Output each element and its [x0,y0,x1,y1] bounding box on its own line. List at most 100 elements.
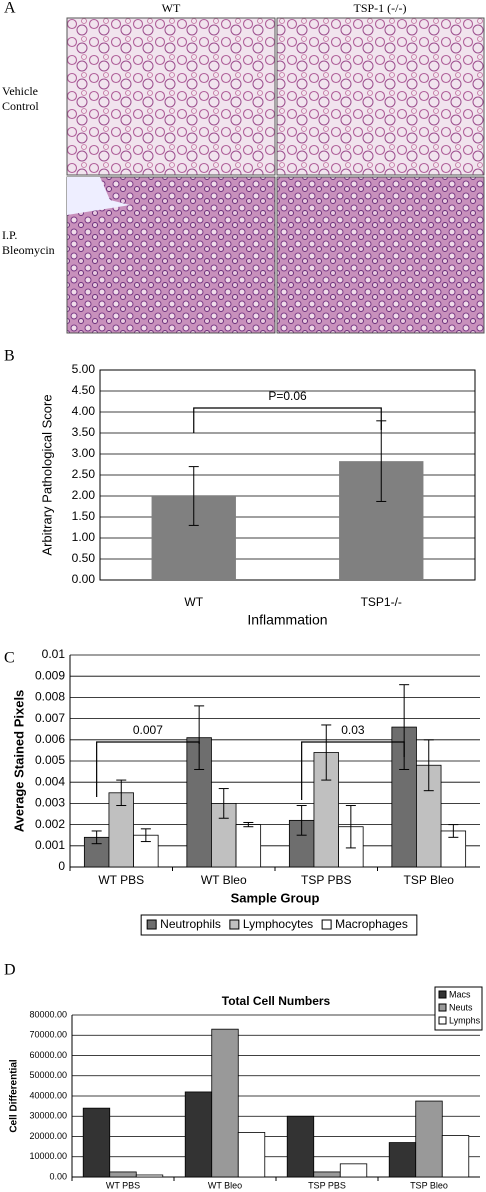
y-axis-label: Cell Differential [9,1059,20,1133]
x-axis-label: Inflammation [247,612,327,628]
legend-swatch [146,919,157,930]
y-tick-label: 3.00 [72,446,96,460]
y-tick-label: 0.003 [35,796,65,810]
annotation: P=0.06 [268,389,307,403]
bar [184,1091,213,1178]
x-tick-label: WT [184,595,203,609]
y-tick-label: 20000.00 [29,1131,67,1141]
y-tick-label: 5.00 [72,362,96,376]
y-tick-label: 1.00 [72,530,96,544]
annotation: 0.007 [133,723,163,737]
legend-label: Macrophages [335,917,408,931]
y-axis-label: Arbitrary Pathological Score [39,394,54,555]
error-bar [194,705,205,770]
y-tick-label: 4.50 [72,383,96,397]
bar [388,1142,417,1178]
y-tick-label: 2.00 [72,488,96,502]
micrograph [66,17,276,176]
panel-label: D [4,962,16,979]
y-tick-label: 4.00 [72,404,96,418]
micrograph [276,176,485,334]
chart-title: Total Cell Numbers [222,994,331,1008]
y-tick-label: 0.00 [49,1171,67,1181]
error-bar [321,724,332,781]
y-tick-label: 0.00 [72,572,96,586]
error-bar [140,828,151,843]
bar [237,1132,266,1178]
y-tick-label: 40000.00 [29,1090,67,1100]
x-tick-label: TSP Bleo [410,1180,448,1190]
error-bar [91,830,102,845]
error-bar [423,739,434,792]
x-tick-label: TSP PBS [301,873,351,887]
y-tick-label: 1.50 [72,509,96,523]
error-bar [218,788,229,819]
bar [415,1100,443,1178]
x-tick-label: TSP PBS [308,1180,346,1190]
y-tick-label: 0.005 [35,753,65,767]
error-bar [345,805,356,849]
y-tick-label: 0.009 [35,668,65,682]
y-tick-label: 80000.00 [29,1009,67,1019]
bar [135,1174,164,1178]
y-tick-label: 10000.00 [29,1151,67,1161]
error-bar [243,821,254,828]
y-tick-label: 3.50 [72,425,96,439]
y-tick-label: 30000.00 [29,1111,67,1121]
micrograph [276,17,485,176]
significance-bracket [193,407,382,433]
significance-bracket [301,741,405,800]
y-tick-label: 2.50 [72,467,96,481]
micrograph-edge [67,177,130,215]
y-tick-label: 0.01 [42,647,66,661]
x-tick-label: WT PBS [98,873,144,887]
x-tick-label: WT Bleo [208,1180,242,1190]
x-tick-label: TSP Bleo [404,873,455,887]
row-label: Vehicle Control [2,84,41,113]
bar [109,1171,137,1178]
panel-label: B [4,348,15,365]
legend-swatch [438,1016,447,1025]
column-label: TSP-1 (-/-) [354,1,407,15]
panel-a: A WT TSP-1 (-/-) Vehicle Control I.P. Bl… [2,0,485,334]
bar [235,824,262,868]
significance-bracket [96,741,200,797]
bar [286,1115,315,1178]
y-tick-label: 0.008 [35,690,65,704]
panel-label: A [4,0,16,17]
column-label: WT [162,1,181,15]
legend-swatch [229,919,240,930]
error-bar [116,779,127,807]
bar [82,1107,111,1178]
x-tick-label: WT Bleo [201,873,247,887]
y-axis-label: Average Stained Pixels [11,690,26,833]
x-axis-label: Sample Group [231,890,320,905]
error-bar [448,824,459,838]
y-tick-label: 0.006 [35,732,65,746]
bar [211,1028,239,1178]
legend-box [140,914,418,936]
row-label: I.P. Bleomycin [2,228,55,257]
bar [313,1171,341,1178]
y-tick-label: 0.004 [35,774,65,788]
error-bar [188,466,199,526]
x-tick-label: WT PBS [106,1180,140,1190]
legend-label: Macs [449,989,471,999]
legend-label: Neuts [449,1002,473,1012]
error-bar [296,805,307,836]
legend-swatch [321,919,332,930]
y-tick-label: 0.002 [35,817,65,831]
panel-label: C [4,650,15,667]
y-tick-label: 0.50 [72,551,96,565]
y-tick-label: 60000.00 [29,1050,67,1060]
bar [441,1135,470,1178]
y-tick-label: 0.007 [35,711,65,725]
legend-swatch [438,1003,447,1012]
legend-label: Lymphs [449,1015,481,1025]
legend-label: Neutrophils [160,917,221,931]
x-tick-label: TSP1-/- [361,595,402,609]
y-tick-label: 0.001 [35,838,65,852]
annotation: 0.03 [341,723,365,737]
legend-swatch [438,990,447,999]
